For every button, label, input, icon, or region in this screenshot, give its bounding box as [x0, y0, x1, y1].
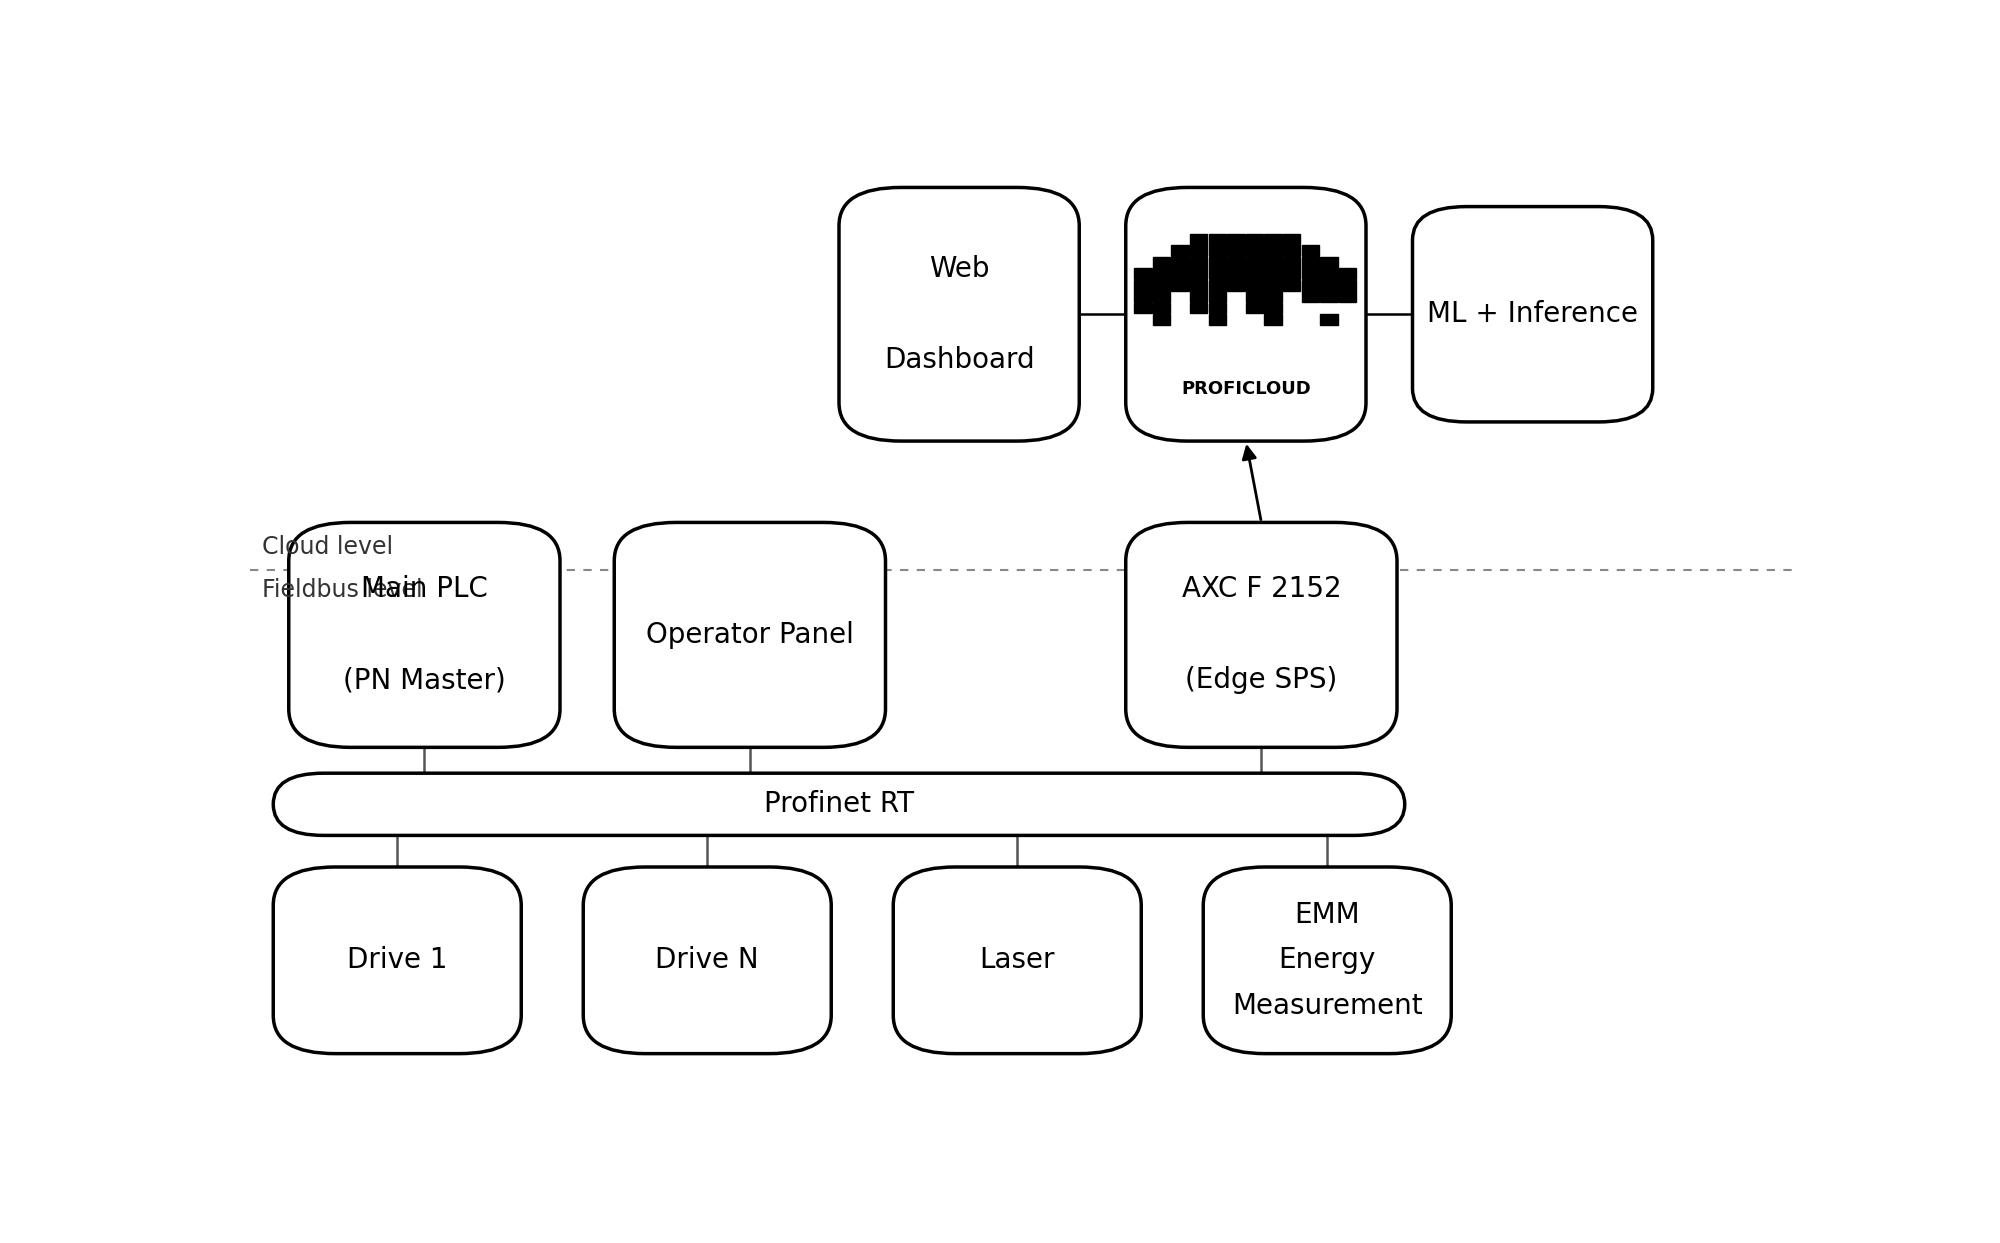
Bar [1228, 280, 1244, 291]
Bar [1172, 245, 1188, 256]
Bar [1190, 245, 1208, 256]
Bar [1152, 314, 1170, 324]
Bar [1208, 303, 1226, 313]
Text: Main PLC

(PN Master): Main PLC (PN Master) [344, 576, 506, 695]
Text: Drive N: Drive N [656, 946, 760, 975]
Bar [1208, 257, 1226, 267]
Bar [1208, 291, 1226, 302]
FancyBboxPatch shape [274, 868, 522, 1054]
Bar [1228, 268, 1244, 278]
Bar [1302, 268, 1318, 278]
Bar [1264, 303, 1282, 313]
Bar [1246, 234, 1264, 245]
Bar [1208, 314, 1226, 324]
FancyBboxPatch shape [894, 868, 1142, 1054]
Bar [1134, 303, 1152, 313]
Text: AXC F 2152

(Edge SPS): AXC F 2152 (Edge SPS) [1182, 576, 1342, 695]
Bar [1264, 257, 1282, 267]
Bar [1246, 303, 1264, 313]
Bar [1228, 257, 1244, 267]
Bar [1302, 291, 1318, 302]
FancyBboxPatch shape [614, 522, 886, 747]
Bar [1246, 268, 1264, 278]
Bar [1284, 257, 1300, 267]
Bar [1172, 257, 1188, 267]
Bar [1320, 280, 1338, 291]
Bar [1152, 291, 1170, 302]
Text: Drive 1: Drive 1 [348, 946, 448, 975]
Bar [1208, 280, 1226, 291]
Bar [1190, 268, 1208, 278]
Bar [1134, 280, 1152, 291]
Bar [1264, 234, 1282, 245]
Bar [1134, 291, 1152, 302]
Bar [1134, 268, 1152, 278]
Bar [1228, 234, 1244, 245]
Bar [1246, 280, 1264, 291]
FancyBboxPatch shape [1412, 206, 1652, 421]
Bar [1228, 245, 1244, 256]
FancyBboxPatch shape [840, 188, 1080, 441]
FancyBboxPatch shape [584, 868, 832, 1054]
Text: PROFICLOUD: PROFICLOUD [1180, 380, 1310, 398]
Bar [1190, 303, 1208, 313]
Bar [1172, 280, 1188, 291]
Bar [1264, 245, 1282, 256]
Bar [1264, 291, 1282, 302]
Bar [1338, 280, 1356, 291]
Text: Cloud level: Cloud level [262, 534, 394, 559]
Bar [1208, 268, 1226, 278]
Text: EMM
Energy
Measurement: EMM Energy Measurement [1232, 901, 1422, 1021]
Bar [1152, 257, 1170, 267]
FancyBboxPatch shape [274, 773, 1404, 835]
Bar [1152, 280, 1170, 291]
Bar [1246, 257, 1264, 267]
Text: ML + Inference: ML + Inference [1428, 301, 1638, 328]
Bar [1152, 303, 1170, 313]
Bar [1190, 234, 1208, 245]
Bar [1284, 234, 1300, 245]
Text: Laser: Laser [980, 946, 1056, 975]
Bar [1320, 268, 1338, 278]
Bar [1302, 257, 1318, 267]
Bar [1320, 314, 1338, 324]
Bar [1338, 268, 1356, 278]
Bar [1190, 257, 1208, 267]
Bar [1338, 291, 1356, 302]
Bar [1320, 291, 1338, 302]
Text: Profinet RT: Profinet RT [764, 791, 914, 818]
Text: Web

Dashboard: Web Dashboard [884, 255, 1034, 374]
Bar [1284, 280, 1300, 291]
Bar [1302, 245, 1318, 256]
Bar [1208, 245, 1226, 256]
Bar [1320, 257, 1338, 267]
Bar [1246, 245, 1264, 256]
Bar [1152, 268, 1170, 278]
FancyBboxPatch shape [1204, 868, 1452, 1054]
Bar [1264, 280, 1282, 291]
FancyBboxPatch shape [1126, 522, 1396, 747]
FancyBboxPatch shape [1126, 188, 1366, 441]
Bar [1264, 314, 1282, 324]
Bar [1264, 268, 1282, 278]
Bar [1284, 245, 1300, 256]
FancyBboxPatch shape [288, 522, 560, 747]
Bar [1208, 234, 1226, 245]
Bar [1246, 291, 1264, 302]
Bar [1302, 280, 1318, 291]
Text: Fieldbus level: Fieldbus level [262, 578, 424, 602]
Bar [1172, 268, 1188, 278]
Text: Operator Panel: Operator Panel [646, 622, 854, 649]
Bar [1284, 268, 1300, 278]
Bar [1190, 291, 1208, 302]
Bar [1190, 280, 1208, 291]
